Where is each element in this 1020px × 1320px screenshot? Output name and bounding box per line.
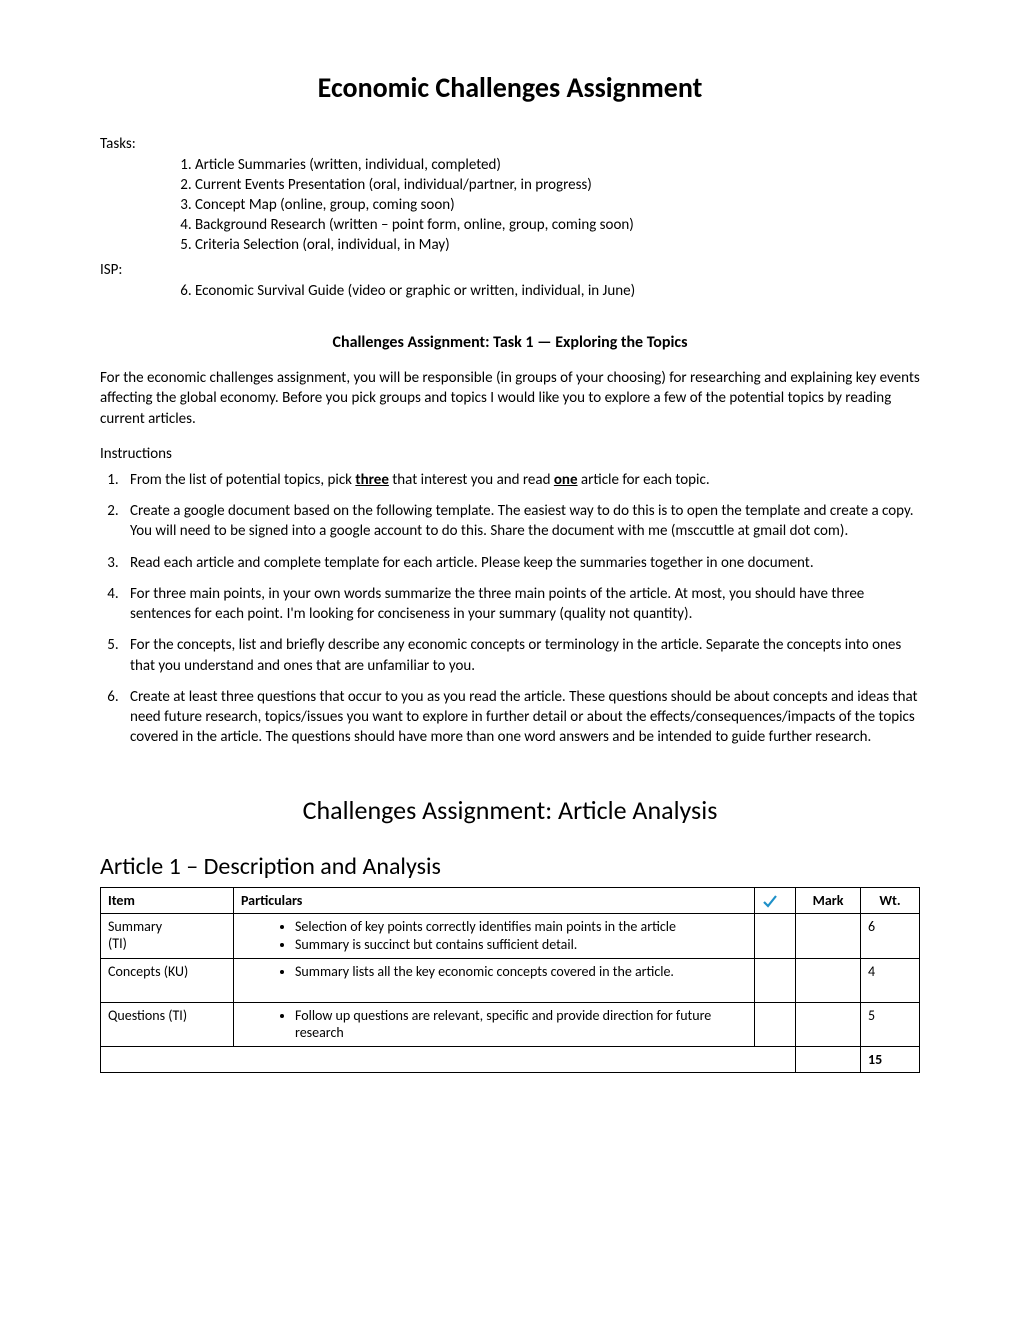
instruction-item: For the concepts, list and briefly descr… (122, 634, 920, 686)
bullet: Summary lists all the key economic conce… (295, 963, 747, 981)
header-check (755, 887, 796, 913)
cell-mark (796, 913, 861, 958)
rubric-table: Item Particulars Mark Wt. Summary (TI) (100, 887, 920, 1073)
cell-item: Summary (TI) (101, 913, 234, 958)
bullets: Selection of key points correctly identi… (241, 918, 747, 954)
tasks-list: Article Summaries (written, individual, … (100, 155, 920, 255)
list-item: Economic Survival Guide (video or graphi… (195, 281, 920, 301)
task1-subtitle: Challenges Assignment: Task 1 — Explorin… (100, 333, 920, 352)
header-wt: Wt. (861, 887, 920, 913)
cell-wt: 6 (861, 913, 920, 958)
header-item: Item (101, 887, 234, 913)
analysis-title: Challenges Assignment: Article Analysis (100, 794, 920, 826)
bullet: Follow up questions are relevant, specif… (295, 1007, 747, 1042)
item-line2: (TI) (108, 935, 127, 952)
bullets: Follow up questions are relevant, specif… (241, 1007, 747, 1042)
emph-one: one (554, 471, 578, 489)
text: article for each topic. (578, 471, 710, 489)
list-item: Article Summaries (written, individual, … (195, 155, 920, 175)
cell-check (755, 1002, 796, 1046)
instruction-item: From the list of potential topics, pick … (122, 469, 920, 500)
list-item: Current Events Presentation (oral, indiv… (195, 175, 920, 195)
text: that interest you and read (389, 471, 554, 489)
list-item: Background Research (written – point for… (195, 215, 920, 235)
instruction-item: For three main points, in your own words… (122, 583, 920, 635)
isp-list: Economic Survival Guide (video or graphi… (100, 281, 920, 301)
table-row: Questions (TI) Follow up questions are r… (101, 1002, 920, 1046)
instruction-item: Create at least three questions that occ… (122, 686, 920, 758)
table-total-row: 15 (101, 1046, 920, 1072)
table-row: Summary (TI) Selection of key points cor… (101, 913, 920, 958)
cell-wt: 4 (861, 958, 920, 1002)
bullets: Summary lists all the key economic conce… (241, 963, 747, 981)
instruction-item: Read each article and complete template … (122, 552, 920, 583)
bullet: Selection of key points correctly identi… (295, 918, 747, 936)
isp-label: ISP: (100, 261, 920, 279)
header-mark: Mark (796, 887, 861, 913)
cell-check (755, 958, 796, 1002)
emph-three: three (355, 471, 389, 489)
tasks-label: Tasks: (100, 135, 920, 153)
cell-mark (796, 958, 861, 1002)
cell-total-wt: 15 (861, 1046, 920, 1072)
cell-empty (101, 1046, 796, 1072)
page-title: Economic Challenges Assignment (100, 70, 920, 105)
cell-mark (796, 1046, 861, 1072)
instruction-item: Create a google document based on the fo… (122, 500, 920, 552)
cell-particulars: Selection of key points correctly identi… (234, 913, 755, 958)
text: From the list of potential topics, pick (130, 471, 355, 489)
cell-mark (796, 1002, 861, 1046)
intro-paragraph: For the economic challenges assignment, … (100, 368, 920, 429)
cell-check (755, 913, 796, 958)
table-row: Concepts (KU) Summary lists all the key … (101, 958, 920, 1002)
cell-particulars: Summary lists all the key economic conce… (234, 958, 755, 1002)
checkmark-icon (762, 894, 778, 908)
article-heading: Article 1 – Description and Analysis (100, 852, 920, 881)
document-page: Economic Challenges Assignment Tasks: Ar… (0, 0, 1020, 1133)
cell-particulars: Follow up questions are relevant, specif… (234, 1002, 755, 1046)
instructions-label: Instructions (100, 445, 920, 463)
cell-item: Questions (TI) (101, 1002, 234, 1046)
list-item: Criteria Selection (oral, individual, in… (195, 235, 920, 255)
header-particulars: Particulars (234, 887, 755, 913)
cell-wt: 5 (861, 1002, 920, 1046)
cell-item: Concepts (KU) (101, 958, 234, 1002)
item-line1: Summary (108, 918, 162, 935)
table-header-row: Item Particulars Mark Wt. (101, 887, 920, 913)
list-item: Concept Map (online, group, coming soon) (195, 195, 920, 215)
bullet: Summary is succinct but contains suffici… (295, 936, 747, 954)
instructions-list: From the list of potential topics, pick … (100, 469, 920, 758)
